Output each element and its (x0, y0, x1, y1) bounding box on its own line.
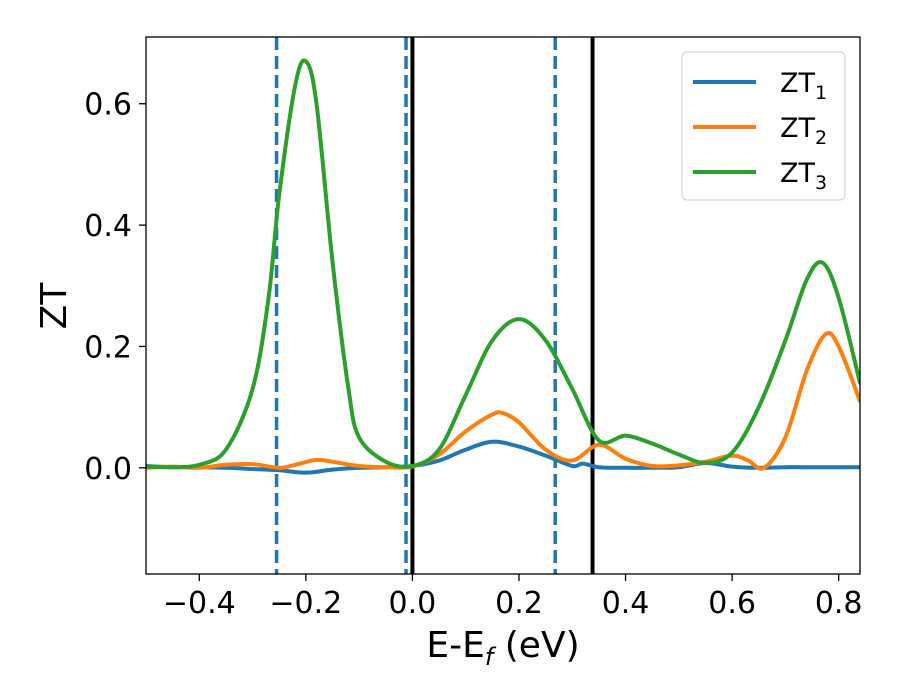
x-tick-label: 0.4 (602, 586, 650, 621)
series-line-zt2 (146, 330, 860, 471)
y-tick-label: 0.6 (84, 88, 132, 123)
x-tick-label: 0.8 (815, 586, 863, 621)
series-layer (146, 58, 860, 475)
legend-label-zt2: ZT2 (780, 113, 827, 149)
y-tick-label: 0.2 (84, 330, 132, 365)
x-tick-label: 0.2 (495, 586, 543, 621)
reference-lines (274, 37, 595, 574)
x-tick-label: −0.4 (163, 586, 236, 621)
x-tick-label: 0.0 (389, 586, 437, 621)
x-axis: −0.4 −0.2 0.0 0.2 0.4 0.6 0.8 (163, 574, 863, 621)
x-axis-label-unit: (eV) (493, 625, 579, 666)
legend-label-zt3: ZT3 (780, 158, 827, 194)
y-axis-label: ZT (34, 282, 75, 330)
y-tick-label: 0.4 (84, 209, 132, 244)
plot-frame (145, 36, 861, 575)
series-line-zt1 (146, 439, 860, 475)
legend-box (681, 51, 846, 201)
series-line-zt3 (146, 58, 860, 470)
x-tick-label: −0.2 (269, 586, 342, 621)
legend: ZT1 ZT2 ZT3 (681, 51, 846, 201)
y-tick-label: 0.0 (84, 452, 132, 487)
legend-label-zt1: ZT1 (780, 68, 827, 104)
x-axis-label: E-Ef (eV) (426, 625, 579, 671)
y-axis: 0.0 0.2 0.4 0.6 (84, 88, 146, 487)
x-tick-label: 0.6 (708, 586, 756, 621)
